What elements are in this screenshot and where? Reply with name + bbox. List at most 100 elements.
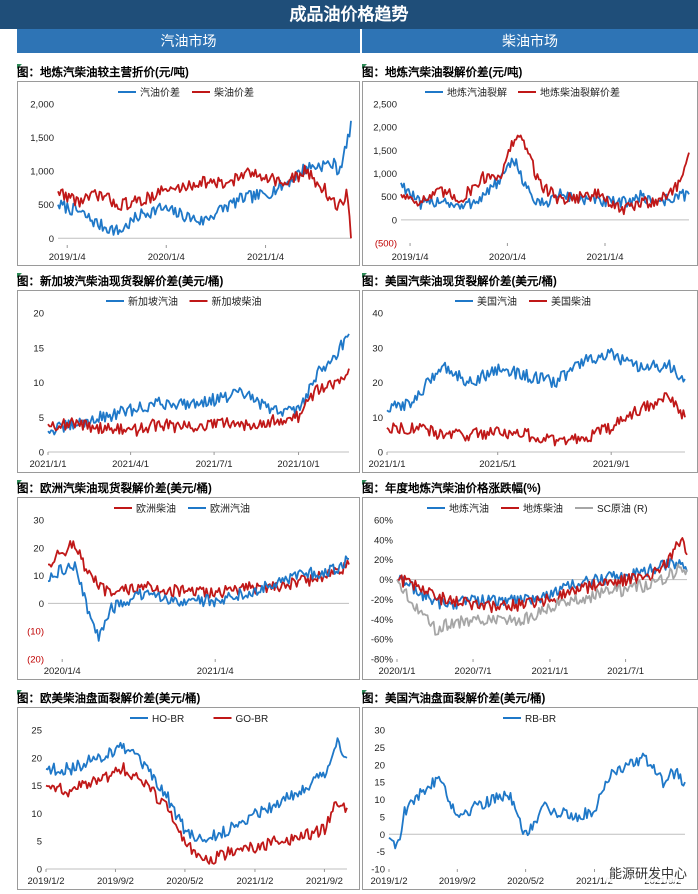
x-tick-label: 2020/7/1 <box>455 666 492 677</box>
legend-entry: 新加坡柴油 <box>212 295 262 308</box>
series-line <box>48 540 350 599</box>
x-tick-label: 2019/1/2 <box>28 876 65 887</box>
x-tick-label: 2021/1/1 <box>531 666 568 677</box>
x-tick-label: 2021/10/1 <box>277 459 319 470</box>
legend-entry: 地炼柴油 <box>523 502 563 515</box>
x-tick-label: 2021/1/4 <box>197 666 234 677</box>
x-tick-label: 2020/1/4 <box>44 666 81 677</box>
corner-marker-icon <box>362 690 367 695</box>
panel-singapore-crack: 图：新加坡汽柴油现货裂解价差(美元/桶) 0 5 10 15 20 2021/1/1 202… <box>17 273 360 473</box>
corner-marker-icon <box>362 64 367 69</box>
y-tick-label: 60% <box>374 516 394 527</box>
legend-entry: 地炼汽油 <box>449 502 489 515</box>
chart-title: 图：欧美柴油盘面裂解价差(美元/桶) <box>17 693 201 705</box>
y-tick-label: 0 <box>49 234 54 245</box>
corner-marker-icon <box>17 480 22 485</box>
x-tick-label: 2020/1/4 <box>489 252 526 263</box>
corner-marker-icon <box>17 690 22 695</box>
series-line <box>396 537 688 614</box>
y-tick-label: -20% <box>371 595 394 606</box>
y-tick-label: 10 <box>33 571 44 582</box>
y-tick-label: 2,500 <box>373 100 397 111</box>
y-tick-label: 5 <box>37 837 42 848</box>
x-tick-label: 2020/5/2 <box>507 876 544 887</box>
chart-us-crack: 0 10 20 30 40 2021/1/1 2021/5/1 2021/9/1 美国汽油 美国柴… <box>369 295 686 470</box>
legend-entry: SC原油 (R) <box>597 502 648 515</box>
y-tick-label: 1,500 <box>30 133 54 144</box>
chart-local-refinery-discount: 0 500 1,000 1,500 2,000 2019/1/4 2020/1/4 2021/… <box>30 86 352 263</box>
panel-local-refinery-discount: 图：地炼汽柴油较主营折价(元/吨) 0 500 1,000 1,500 2,000 201… <box>17 64 360 266</box>
corner-marker-icon <box>17 64 22 69</box>
y-tick-label: -80% <box>371 655 394 666</box>
x-tick-label: 2019/1/2 <box>371 876 408 887</box>
legend-entry: 地炼汽油裂解 <box>447 86 507 99</box>
y-tick-label: 15 <box>33 343 44 354</box>
series-line <box>47 555 349 642</box>
x-tick-label: 2021/9/1 <box>593 459 630 470</box>
y-tick-label: 40% <box>374 535 394 546</box>
x-tick-label: 2021/5/1 <box>479 459 516 470</box>
series-line <box>396 558 688 610</box>
gasoline-market-header: 汽油市场 <box>17 29 360 53</box>
y-tick-label: 20 <box>33 309 44 320</box>
y-tick-label: 30 <box>374 726 385 737</box>
y-tick-label: 0 <box>380 830 385 841</box>
corner-marker-icon <box>362 480 367 485</box>
x-tick-label: 2020/1/4 <box>148 252 185 263</box>
y-tick-label: 500 <box>381 192 397 203</box>
series-line <box>57 120 352 236</box>
y-tick-label: 20 <box>33 543 44 554</box>
y-tick-label: 20 <box>372 378 383 389</box>
panel-local-refinery-crack: 图：地炼汽柴油裂解价差(元/吨) (500) 0 500 1,000 1,500 2,00… <box>362 64 698 266</box>
chart-title: 图：欧洲汽柴油现货裂解价差(美元/桶) <box>17 483 212 495</box>
series-line <box>386 392 686 447</box>
x-tick-label: 2021/7/1 <box>196 459 233 470</box>
y-tick-label: 2,000 <box>373 123 397 134</box>
x-tick-label: 2021/1/1 <box>369 459 406 470</box>
y-tick-label: (10) <box>27 627 44 638</box>
y-tick-label: 0 <box>392 215 397 226</box>
y-tick-label: 30 <box>372 343 383 354</box>
diesel-market-header: 柴油市场 <box>362 29 698 53</box>
y-tick-label: 25 <box>374 743 385 754</box>
legend-entry: 柴油价差 <box>214 86 254 99</box>
panel-euro-us-diesel-futures: 图：欧美柴油盘面裂解价差(美元/桶) 0 5 10 15 20 25 2019/1/2 201… <box>17 690 360 890</box>
legend-entry: 欧洲汽油 <box>210 502 250 515</box>
y-tick-label: 10 <box>372 413 383 424</box>
chart-title: 图：新加坡汽柴油现货裂解价差(美元/桶) <box>17 276 224 288</box>
corner-marker-icon <box>362 273 367 278</box>
y-tick-label: 0 <box>39 448 44 459</box>
chart-title: 图：美国汽油盘面裂解价差(美元/桶) <box>362 693 546 705</box>
y-tick-label: 25 <box>31 726 42 737</box>
series-line <box>57 164 352 239</box>
chart-euro-us-diesel-futures: 0 5 10 15 20 25 2019/1/2 2019/9/2 2020/5/2 2021/1… <box>28 714 348 887</box>
y-tick-label: 0% <box>379 575 393 586</box>
series-line <box>47 368 350 437</box>
chart-singapore-crack: 0 5 10 15 20 2021/1/1 2021/4/1 2021/7/1 2021/10/… <box>30 295 350 470</box>
y-tick-label: 15 <box>31 781 42 792</box>
y-tick-label: 1,500 <box>373 146 397 157</box>
chart-local-refinery-crack: (500) 0 500 1,000 1,500 2,000 2,500 2019/1/4 202… <box>373 86 690 263</box>
x-tick-label: 2021/1/4 <box>247 252 284 263</box>
x-tick-label: 2019/9/2 <box>97 876 134 887</box>
y-tick-label: 5 <box>39 413 44 424</box>
series-line <box>396 563 688 636</box>
series-line <box>386 347 686 413</box>
x-tick-label: 2021/1/1 <box>30 459 67 470</box>
series-line <box>388 752 686 850</box>
series-line <box>400 134 690 216</box>
watermark-label: 能源研发中心 <box>605 863 690 882</box>
page-title: 成品油价格趋势 <box>0 0 698 29</box>
y-tick-label: 1,000 <box>30 167 54 178</box>
panel-annual-change: 图：年度地炼汽柴油价格涨跌幅(%) -80% -60% -40% -20% 0% 20% 4… <box>362 480 698 680</box>
panel-europe-crack: 图：欧洲汽柴油现货裂解价差(美元/桶) (20) (10) 0 10 20 30 2020/… <box>17 480 360 680</box>
x-tick-label: 2021/1/2 <box>576 876 613 887</box>
y-tick-label: 15 <box>374 778 385 789</box>
series-line <box>45 762 348 865</box>
y-tick-label: 0 <box>378 448 383 459</box>
legend-entry: 美国柴油 <box>551 295 591 308</box>
legend-entry: 地炼柴油裂解价差 <box>540 86 620 99</box>
chart-us-gasoline-futures: -10 -5 0 5 10 15 20 25 30 2019/1/2 2019/9/2 2020/5/… <box>371 714 686 887</box>
x-tick-label: 2019/1/4 <box>392 252 429 263</box>
chart-europe-crack: (20) (10) 0 10 20 30 2020/1/4 2021/1/4 欧洲柴油 欧洲汽油 <box>27 502 350 677</box>
